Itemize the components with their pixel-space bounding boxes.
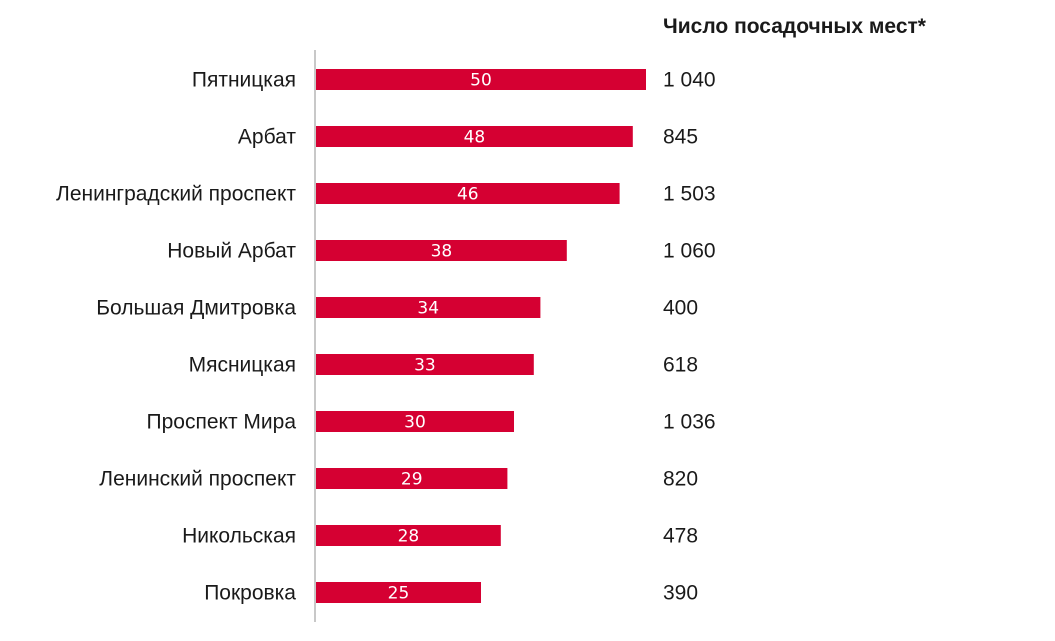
bar-value-label: 28: [398, 527, 420, 547]
bar-value-label: 33: [414, 356, 436, 376]
bars-layer: 50 Пятницкая 1 040 48 Арбат 845 46 Ленинградски…: [56, 69, 716, 605]
seats-value: 618: [663, 354, 698, 377]
category-label: Новый Арбат: [167, 240, 296, 263]
category-label: Ленинградский проспект: [56, 183, 296, 206]
category-label: Покровка: [204, 582, 296, 605]
seats-value: 1 036: [663, 411, 716, 434]
bar-value-label: 38: [431, 242, 453, 262]
bar: [316, 468, 508, 489]
bar: [316, 183, 620, 204]
bar-value-label: 25: [388, 584, 410, 604]
seats-value: 1 503: [663, 183, 716, 206]
bar-value-label: 50: [470, 71, 492, 91]
category-label: Проспект Мира: [147, 411, 297, 434]
category-label: Ленинский проспект: [99, 468, 296, 491]
category-label: Мясницкая: [189, 354, 296, 377]
category-label: Никольская: [182, 525, 296, 548]
bar: [316, 126, 633, 147]
bar-value-label: 30: [404, 413, 426, 433]
seats-value: 478: [663, 525, 698, 548]
bar-value-label: 34: [417, 299, 439, 319]
bar-value-label: 48: [464, 128, 486, 148]
bar-value-label: 46: [457, 185, 479, 205]
bar: [316, 582, 481, 603]
bar: [316, 354, 534, 375]
bar: [316, 525, 501, 546]
bar: [316, 411, 514, 432]
seats-value: 390: [663, 582, 698, 605]
seats-value: 845: [663, 126, 698, 149]
bar: [316, 240, 567, 261]
seats-value: 1 040: [663, 69, 716, 92]
category-label: Пятницкая: [192, 69, 296, 92]
seats-value: 1 060: [663, 240, 716, 263]
seats-column-header: Число посадочных мест*: [663, 15, 927, 38]
category-label: Арбат: [238, 126, 296, 149]
bar: [316, 297, 541, 318]
bar-value-label: 29: [401, 470, 423, 490]
seats-value: 400: [663, 297, 698, 320]
seats-value: 820: [663, 468, 698, 491]
bar: [316, 69, 646, 90]
category-label: Большая Дмитровка: [96, 297, 296, 320]
